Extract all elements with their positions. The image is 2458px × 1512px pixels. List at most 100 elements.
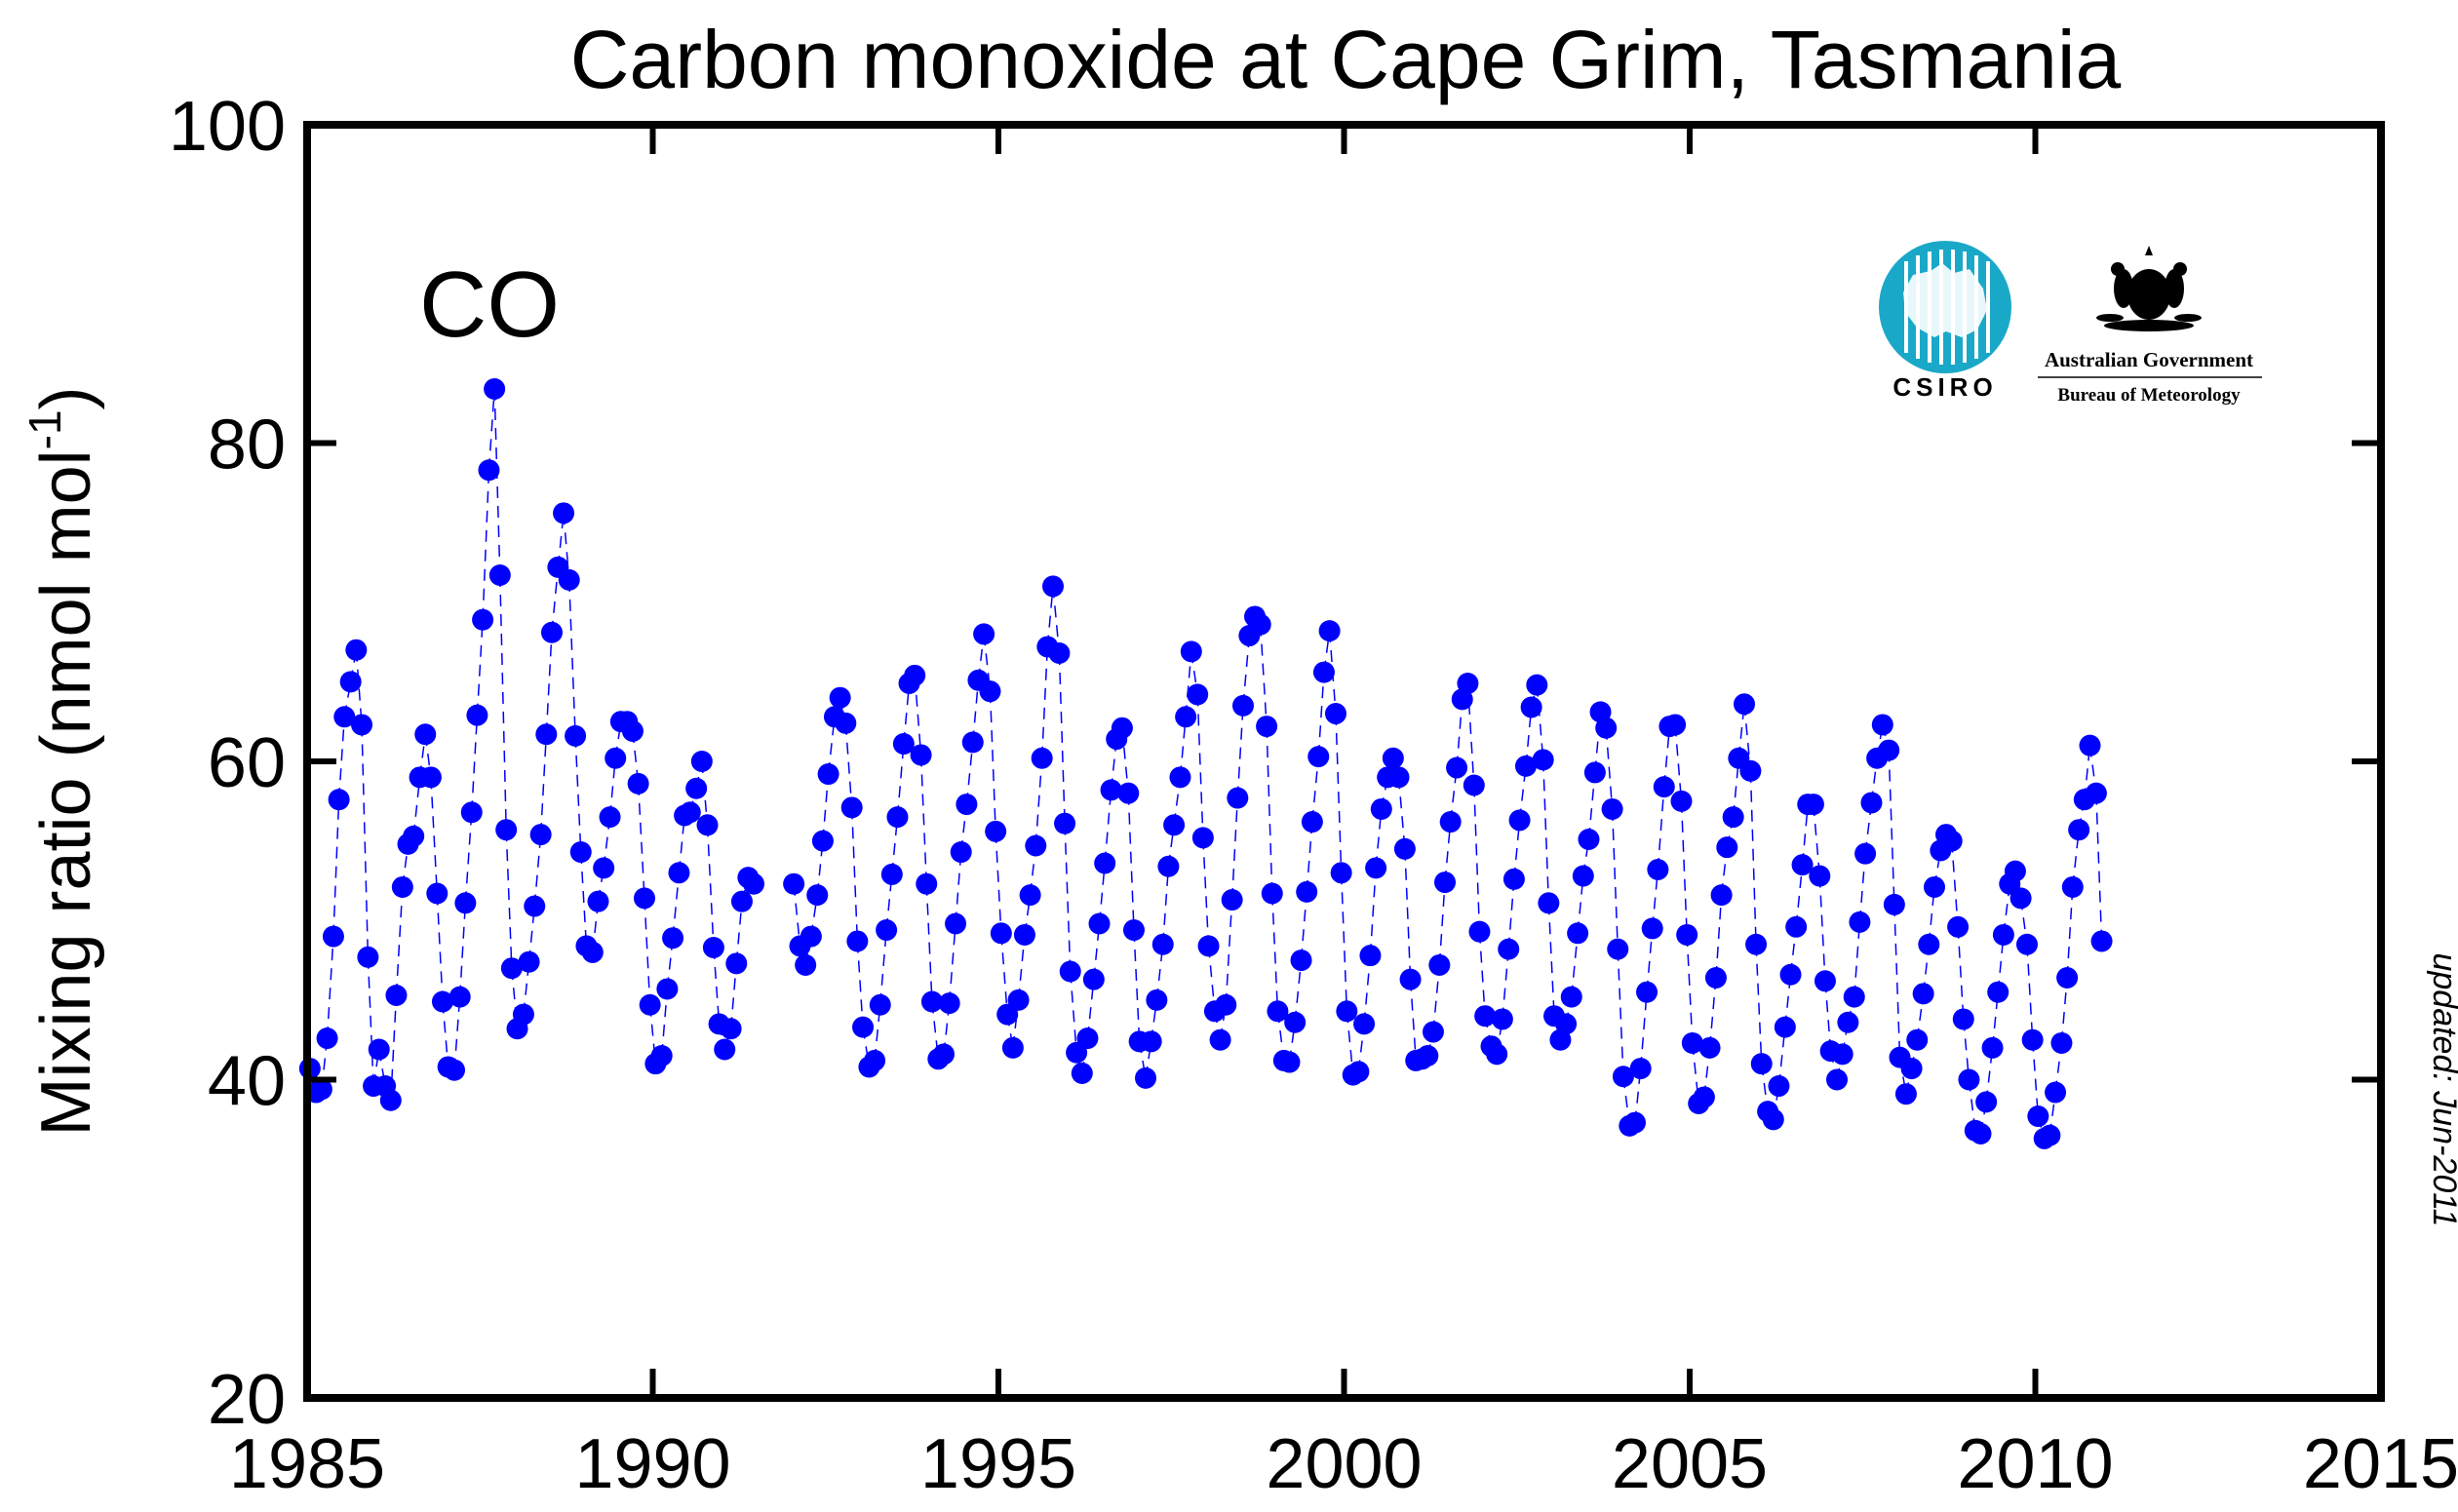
data-point xyxy=(391,875,413,898)
series-line-segment xyxy=(567,579,576,736)
data-point xyxy=(1734,693,1756,716)
data-point xyxy=(1094,852,1116,874)
data-point xyxy=(1762,1108,1784,1131)
series-line-segment xyxy=(1813,804,1821,876)
data-point xyxy=(1019,884,1041,907)
x-tick-label: 2000 xyxy=(1266,1425,1422,1503)
data-point xyxy=(904,664,926,686)
data-point xyxy=(518,950,540,973)
data-point xyxy=(811,830,834,852)
data-point xyxy=(529,824,552,846)
data-point xyxy=(961,731,984,754)
data-point xyxy=(1180,640,1202,663)
series-line-segment xyxy=(1363,955,1372,1025)
series-line-segment xyxy=(644,898,651,1005)
data-point xyxy=(864,1049,886,1071)
series-line-segment xyxy=(1432,964,1441,1032)
data-point xyxy=(1249,613,1271,636)
data-point xyxy=(1365,857,1387,879)
data-point xyxy=(1267,1000,1289,1023)
data-point xyxy=(1221,889,1243,911)
data-point xyxy=(1802,794,1824,816)
series-line-segment xyxy=(1749,770,1757,945)
data-point xyxy=(945,912,967,935)
data-point xyxy=(1940,830,1963,852)
data-point xyxy=(2004,860,2026,882)
data-point xyxy=(1140,1030,1162,1053)
data-point xyxy=(829,686,851,709)
series-line-segment xyxy=(1743,704,1752,771)
data-point xyxy=(1399,968,1422,990)
data-point xyxy=(1912,983,1934,1005)
data-point xyxy=(2090,930,2113,952)
data-point xyxy=(1231,694,1254,717)
data-point xyxy=(938,992,960,1015)
data-point xyxy=(1491,1008,1513,1030)
series-line-segment xyxy=(1064,823,1072,972)
data-point xyxy=(1883,893,1905,915)
series-line-segment xyxy=(453,996,461,1070)
series-line-segment xyxy=(1605,727,1614,810)
data-point xyxy=(621,719,644,742)
series-line-segment xyxy=(458,903,467,997)
y-axis-label-close: ) xyxy=(27,386,105,409)
series-line-segment xyxy=(1708,977,1717,1048)
series-line-segment xyxy=(1230,797,1239,901)
data-point xyxy=(1716,836,1738,859)
series-line-segment xyxy=(1000,933,1008,1015)
series-line-segment xyxy=(2066,886,2074,979)
data-point xyxy=(1900,1058,1923,1080)
series-line-segment xyxy=(367,956,374,1087)
data-point xyxy=(817,763,839,786)
data-point xyxy=(2009,887,2032,910)
data-point xyxy=(1681,1031,1703,1054)
data-point xyxy=(1059,960,1081,983)
data-point xyxy=(1629,1058,1652,1080)
data-point xyxy=(1601,797,1623,820)
data-point xyxy=(1422,1021,1444,1043)
series-line-segment xyxy=(499,574,507,831)
series-line-segment xyxy=(1340,872,1348,1012)
coat-of-arms-icon xyxy=(2096,246,2202,331)
data-point xyxy=(1520,696,1542,718)
data-point xyxy=(1082,968,1105,990)
data-point xyxy=(1031,747,1053,769)
data-point xyxy=(449,986,471,1008)
co-annotation: CO xyxy=(419,252,560,357)
series-line-segment xyxy=(332,799,340,937)
data-point xyxy=(466,704,488,726)
series-line-segment xyxy=(1853,921,1861,997)
series-line-segment xyxy=(1196,694,1204,838)
series-line-segment xyxy=(1680,800,1688,935)
data-point xyxy=(403,825,425,847)
data-point xyxy=(512,1003,534,1026)
data-point xyxy=(690,751,713,772)
data-point xyxy=(1318,620,1341,642)
series-line-segment xyxy=(470,715,479,813)
series-line-segment xyxy=(2026,944,2034,1040)
data-point xyxy=(1446,756,1468,779)
series-line-segment xyxy=(1207,946,1216,1012)
data-point xyxy=(333,706,356,728)
series-line-segment xyxy=(1478,931,1486,1017)
data-point xyxy=(985,820,1007,842)
data-point xyxy=(1157,855,1180,877)
csiro-logo-text: CSIRO xyxy=(1892,372,1997,402)
y-axis-label-main: Mixing ratio (nmol mol xyxy=(27,449,105,1136)
data-point xyxy=(1676,923,1698,946)
series-line-segment xyxy=(1507,878,1515,950)
series-line-segment xyxy=(1236,705,1244,798)
series-line-segment xyxy=(1369,868,1377,956)
data-point xyxy=(714,1038,736,1061)
data-point xyxy=(932,1043,955,1066)
data-point xyxy=(1187,683,1209,706)
data-point xyxy=(310,1078,332,1101)
data-point xyxy=(1918,933,1940,955)
series-line-segment xyxy=(1266,726,1273,894)
data-point xyxy=(1191,827,1214,849)
data-point xyxy=(1826,1068,1849,1091)
series-line-segment xyxy=(925,883,933,1002)
data-point xyxy=(1664,714,1687,736)
data-point xyxy=(2045,1081,2067,1104)
series-line-segment xyxy=(1058,652,1066,824)
